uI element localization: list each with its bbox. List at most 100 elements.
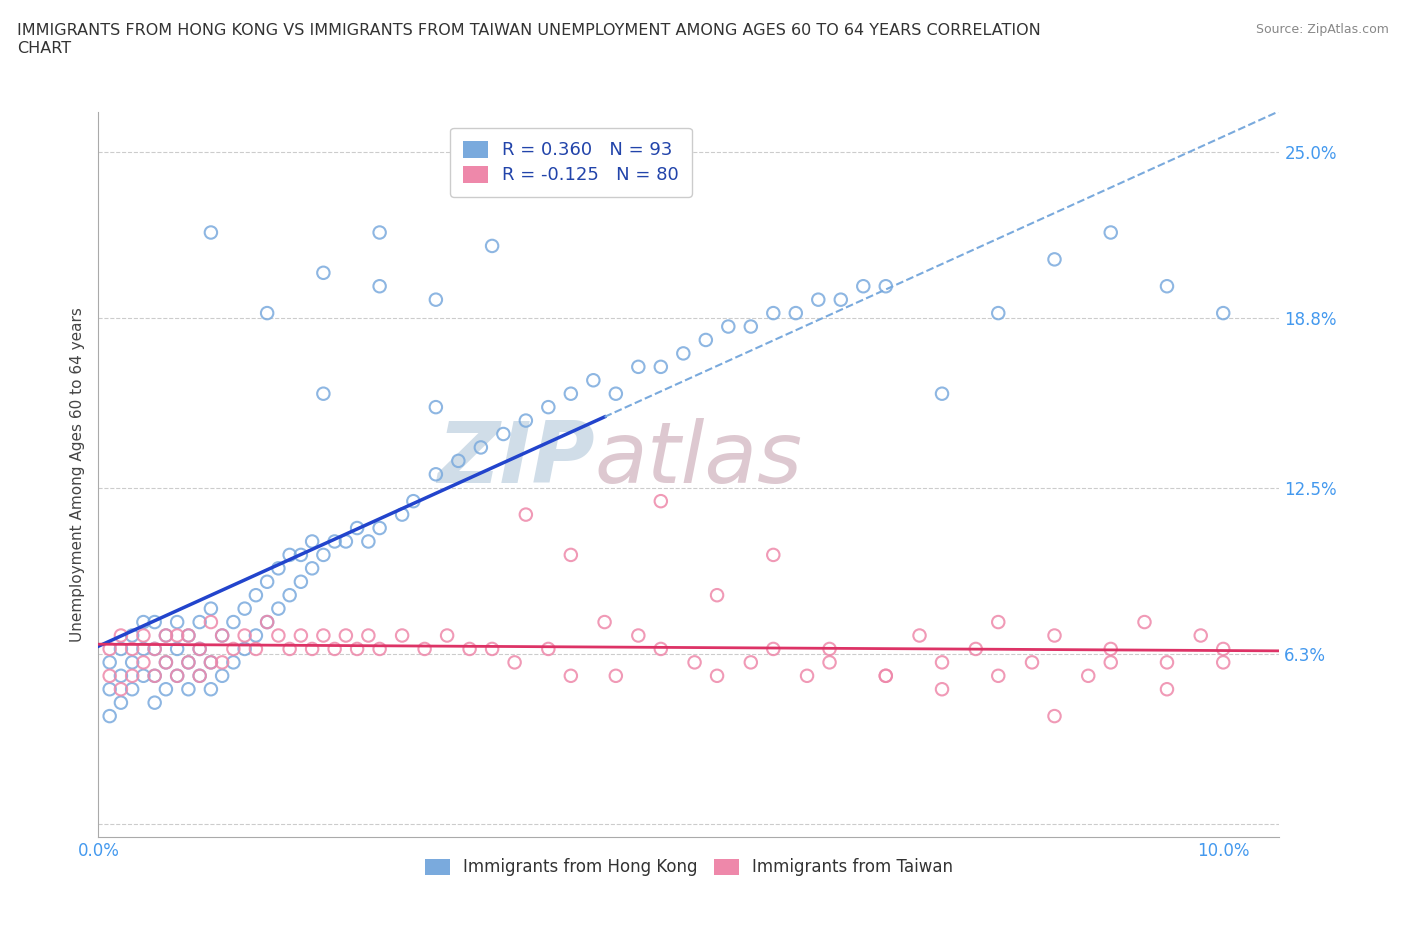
Point <box>245 628 267 643</box>
Point <box>740 655 762 670</box>
Point <box>256 575 278 590</box>
Point <box>110 682 132 697</box>
Point <box>256 615 278 630</box>
Point <box>537 642 560 657</box>
Point <box>132 628 155 643</box>
Point <box>762 642 785 657</box>
Point <box>132 655 155 670</box>
Point <box>278 588 301 603</box>
Point <box>267 628 290 643</box>
Point <box>560 548 582 563</box>
Point <box>1156 279 1178 294</box>
Point <box>177 655 200 670</box>
Point <box>470 440 492 455</box>
Point <box>143 642 166 657</box>
Point <box>121 682 143 697</box>
Point <box>1189 628 1212 643</box>
Point <box>931 386 953 401</box>
Point <box>796 669 818 684</box>
Point <box>875 669 897 684</box>
Point <box>346 642 368 657</box>
Point <box>368 225 391 240</box>
Point <box>875 669 897 684</box>
Point <box>256 615 278 630</box>
Point <box>357 628 380 643</box>
Point <box>436 628 458 643</box>
Point <box>222 615 245 630</box>
Point <box>211 628 233 643</box>
Point <box>1099 655 1122 670</box>
Point <box>515 507 537 522</box>
Point <box>132 669 155 684</box>
Point <box>323 642 346 657</box>
Point <box>155 655 177 670</box>
Point <box>987 615 1010 630</box>
Point <box>121 669 143 684</box>
Point <box>1133 615 1156 630</box>
Point <box>166 669 188 684</box>
Point <box>323 534 346 549</box>
Point <box>1212 306 1234 321</box>
Point <box>143 669 166 684</box>
Point <box>121 628 143 643</box>
Text: ZIP: ZIP <box>437 418 595 501</box>
Text: IMMIGRANTS FROM HONG KONG VS IMMIGRANTS FROM TAIWAN UNEMPLOYMENT AMONG AGES 60 T: IMMIGRANTS FROM HONG KONG VS IMMIGRANTS … <box>17 23 1040 56</box>
Point <box>503 655 526 670</box>
Point <box>830 292 852 307</box>
Point <box>188 669 211 684</box>
Point <box>177 682 200 697</box>
Point <box>425 292 447 307</box>
Point <box>312 386 335 401</box>
Point <box>1156 655 1178 670</box>
Point <box>110 669 132 684</box>
Point <box>121 642 143 657</box>
Point <box>110 628 132 643</box>
Point <box>211 655 233 670</box>
Point <box>515 413 537 428</box>
Point <box>233 642 256 657</box>
Point <box>368 521 391 536</box>
Point <box>818 655 841 670</box>
Point <box>1212 642 1234 657</box>
Point <box>627 359 650 374</box>
Point <box>188 642 211 657</box>
Point <box>143 669 166 684</box>
Point <box>335 628 357 643</box>
Point <box>211 669 233 684</box>
Legend: Immigrants from Hong Kong, Immigrants from Taiwan: Immigrants from Hong Kong, Immigrants fr… <box>418 852 960 883</box>
Point <box>155 682 177 697</box>
Point <box>166 642 188 657</box>
Point <box>222 642 245 657</box>
Point <box>1099 642 1122 657</box>
Point <box>391 507 413 522</box>
Point <box>560 386 582 401</box>
Point <box>222 655 245 670</box>
Point <box>785 306 807 321</box>
Point <box>132 615 155 630</box>
Point <box>627 628 650 643</box>
Point <box>278 548 301 563</box>
Point <box>110 696 132 711</box>
Point <box>875 279 897 294</box>
Point <box>200 601 222 616</box>
Point <box>155 628 177 643</box>
Point <box>413 642 436 657</box>
Point <box>717 319 740 334</box>
Point <box>200 225 222 240</box>
Point <box>650 494 672 509</box>
Point <box>560 669 582 684</box>
Point <box>290 548 312 563</box>
Point <box>177 628 200 643</box>
Point <box>278 642 301 657</box>
Point <box>695 333 717 348</box>
Point <box>762 306 785 321</box>
Point <box>931 682 953 697</box>
Point <box>233 601 256 616</box>
Point <box>965 642 987 657</box>
Point <box>301 642 323 657</box>
Point <box>706 588 728 603</box>
Point <box>706 669 728 684</box>
Point <box>492 427 515 442</box>
Point <box>481 238 503 253</box>
Point <box>537 400 560 415</box>
